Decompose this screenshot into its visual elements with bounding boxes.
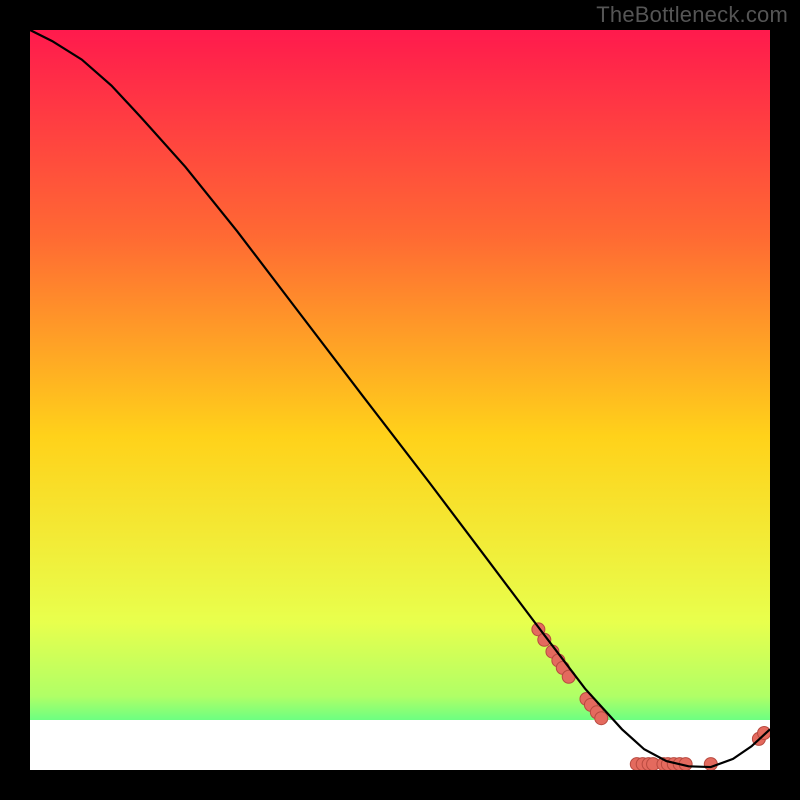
frame-bottom — [0, 770, 800, 800]
data-point — [704, 758, 717, 771]
gradient-background — [30, 30, 770, 770]
frame-left — [0, 0, 30, 800]
chart-canvas: { "watermark": "TheBottleneck.com", "plo… — [0, 0, 800, 800]
watermark-text-overlay: TheBottleneck.com — [596, 2, 788, 28]
data-point — [595, 712, 608, 725]
bottleneck-curve-chart — [0, 0, 800, 800]
frame-right — [770, 0, 800, 800]
